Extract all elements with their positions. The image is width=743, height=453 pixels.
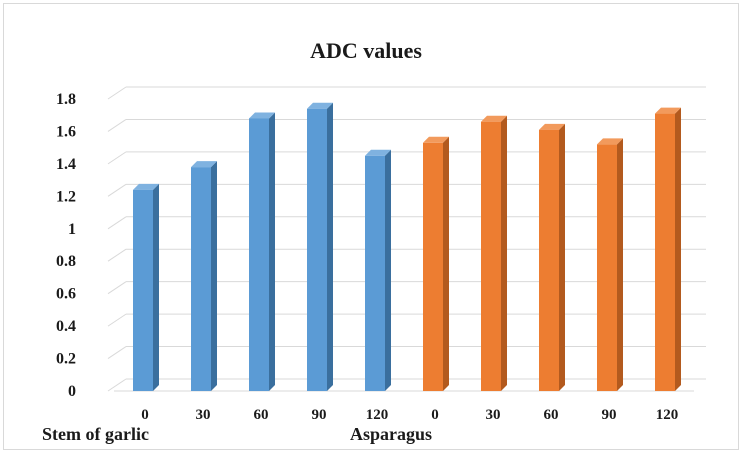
- x-tick-label: 120: [656, 407, 679, 423]
- bar-front: [365, 155, 385, 391]
- chart-frame: ADC values 0 0.2 0.4 0.6 0.8 1 1.2 1.4 1.6 1.8 0 3…: [3, 3, 739, 450]
- bar-top: [133, 183, 159, 190]
- gridline-diagonal: [107, 86, 127, 100]
- gridline-diagonal: [107, 183, 127, 197]
- bar-side: [211, 161, 217, 391]
- gridline-diagonal: [107, 313, 127, 327]
- bar-side: [153, 183, 159, 391]
- gridline-diagonal: [107, 281, 127, 295]
- bar-side: [675, 107, 681, 391]
- bar-front: [423, 142, 443, 391]
- bar-top: [539, 123, 565, 130]
- bar-top: [307, 102, 333, 109]
- bar-front: [597, 144, 617, 391]
- y-tick-label: 1: [68, 221, 76, 238]
- bar-top: [249, 112, 275, 119]
- y-tick-label: 0: [68, 383, 76, 400]
- bar-top: [365, 149, 391, 156]
- y-axis-ticks: 0 0.2 0.4 0.6 0.8 1 1.2 1.4 1.6 1.8: [56, 91, 76, 400]
- bar-top: [191, 161, 217, 168]
- gridline-diagonal: [107, 346, 127, 359]
- x-tick-label: 0: [141, 407, 149, 423]
- y-tick-label: 0.4: [56, 318, 76, 335]
- y-tick-label: 0.2: [56, 351, 76, 368]
- x-axis-categories: 0 30 60 90 120 0 30 60 90 120: [141, 407, 678, 423]
- gridline-diagonal: [107, 248, 127, 262]
- y-tick-label: 1.4: [56, 156, 76, 173]
- bar: [307, 102, 333, 391]
- x-tick-label: 0: [431, 407, 439, 423]
- gridline-diagonal: [107, 119, 127, 132]
- bar: [191, 161, 217, 391]
- bar: [597, 138, 623, 391]
- bar: [655, 107, 681, 391]
- bar-top: [423, 136, 449, 143]
- bar-side: [501, 115, 507, 391]
- bar-front: [655, 113, 675, 391]
- x-tick-label: 30: [486, 407, 501, 423]
- bar-front: [481, 121, 501, 391]
- y-tick-label: 1.2: [56, 188, 76, 205]
- bar-front: [133, 189, 153, 391]
- bar-front: [191, 167, 211, 391]
- bar: [539, 123, 565, 392]
- bar: [365, 149, 391, 391]
- group-label: Stem of garlic: [42, 424, 149, 444]
- group-labels: Stem of garlic Asparagus: [42, 424, 432, 444]
- bar: [481, 115, 507, 391]
- y-tick-label: 0.8: [56, 253, 76, 270]
- gridline-diagonal: [107, 378, 127, 392]
- bar: [249, 112, 275, 391]
- bar-front: [539, 129, 559, 392]
- y-tick-label: 1.8: [56, 91, 76, 108]
- bar: [423, 136, 449, 391]
- bar-side: [559, 123, 565, 392]
- bar-front: [307, 108, 327, 391]
- x-tick-label: 60: [544, 407, 559, 423]
- y-tick-label: 1.6: [56, 123, 76, 140]
- x-tick-label: 90: [602, 407, 617, 423]
- bar-top: [655, 107, 681, 114]
- bars: [133, 102, 681, 392]
- x-tick-label: 60: [254, 407, 269, 423]
- bar-side: [443, 136, 449, 391]
- bar-top: [481, 115, 507, 122]
- bar-front: [249, 118, 269, 391]
- x-tick-label: 120: [366, 407, 389, 423]
- x-tick-label: 30: [196, 407, 211, 423]
- group-label: Asparagus: [350, 424, 432, 444]
- bar-side: [269, 112, 275, 391]
- y-tick-label: 0.6: [56, 286, 76, 303]
- bar-side: [385, 149, 391, 391]
- bar-side: [327, 102, 333, 391]
- x-tick-label: 90: [312, 407, 327, 423]
- bar-chart: ADC values 0 0.2 0.4 0.6 0.8 1 1.2 1.4 1.6 1.8 0 3…: [42, 38, 706, 444]
- bar: [133, 183, 159, 391]
- bar-top: [597, 138, 623, 145]
- chart-title: ADC values: [310, 38, 422, 63]
- bar-side: [617, 138, 623, 391]
- gridline-diagonal: [107, 216, 127, 230]
- gridline-diagonal: [107, 151, 127, 165]
